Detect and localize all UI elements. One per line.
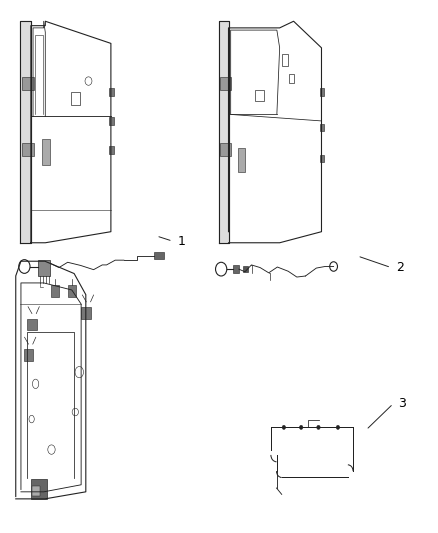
Circle shape	[336, 425, 339, 430]
Bar	[238, 148, 245, 172]
Bar	[32, 487, 40, 496]
Bar	[282, 54, 288, 66]
Bar	[109, 117, 114, 125]
Text: 2: 2	[396, 261, 404, 274]
Bar	[22, 143, 34, 156]
Bar	[154, 252, 164, 259]
Bar	[243, 266, 248, 272]
Polygon shape	[219, 21, 229, 243]
Bar	[71, 92, 81, 106]
Polygon shape	[20, 21, 31, 243]
Text: 3: 3	[399, 397, 406, 410]
Bar	[109, 88, 114, 96]
Bar	[220, 77, 231, 90]
Bar	[220, 143, 231, 156]
Bar	[320, 155, 324, 162]
Bar	[42, 139, 50, 165]
Bar	[320, 88, 324, 96]
Circle shape	[317, 425, 320, 430]
Text: 1: 1	[178, 235, 186, 248]
Bar	[31, 479, 47, 498]
Bar	[320, 124, 324, 131]
Bar	[51, 285, 59, 297]
Bar	[22, 77, 34, 90]
Bar	[289, 75, 293, 83]
Circle shape	[300, 425, 303, 430]
Bar	[254, 90, 264, 101]
Bar	[68, 285, 76, 297]
Bar	[27, 319, 37, 330]
Bar	[38, 260, 50, 276]
Bar	[233, 265, 239, 273]
Bar	[109, 146, 114, 154]
Bar	[24, 349, 33, 361]
Circle shape	[282, 425, 286, 430]
Bar	[81, 307, 91, 319]
